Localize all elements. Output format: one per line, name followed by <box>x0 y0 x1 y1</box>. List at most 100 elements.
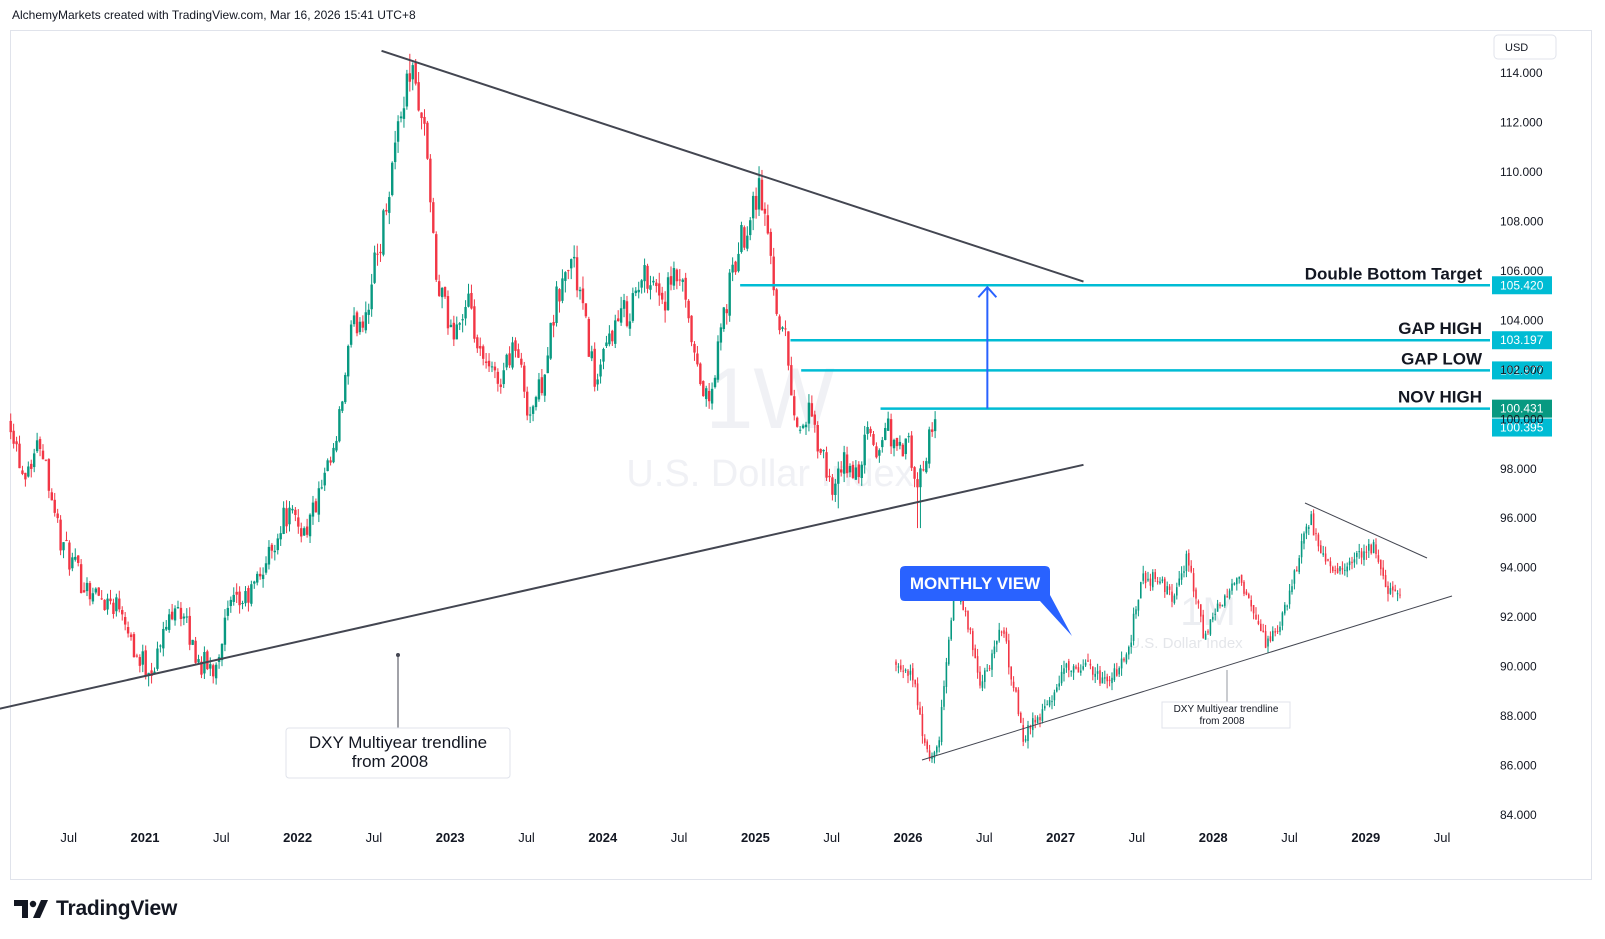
inset-candle-body <box>1190 565 1192 572</box>
candle-body <box>311 502 315 517</box>
double-bottom-target-price-tag <box>1492 276 1552 295</box>
candle-body <box>649 285 652 290</box>
candle-body <box>38 439 42 450</box>
candle-body <box>470 292 473 309</box>
candle-body <box>804 424 808 428</box>
inset-candle-body <box>1368 543 1370 551</box>
candle-body <box>423 116 426 124</box>
candle-body <box>660 292 664 300</box>
inset-candle-body <box>1240 574 1243 583</box>
inset-candle-body <box>1147 578 1149 581</box>
candle-body <box>570 259 573 269</box>
candle-body <box>82 590 86 593</box>
candle-body <box>616 318 620 322</box>
support-trendline <box>0 463 1084 710</box>
watermark-name: U.S. Dollar Index <box>626 453 913 495</box>
candle-body <box>305 526 309 535</box>
candles-layer <box>9 53 937 687</box>
candle-body <box>223 617 227 645</box>
trendline-annotation-line2: from 2008 <box>352 752 429 771</box>
inset-candle-body <box>912 668 914 681</box>
candle-body <box>631 293 635 321</box>
candle-body <box>622 300 626 309</box>
candle-body <box>235 591 238 595</box>
inset-candle-body <box>1041 709 1044 721</box>
inset-candle-body <box>1260 623 1262 632</box>
candle-body <box>308 514 312 537</box>
inset-candle-body <box>1269 636 1272 641</box>
inset-candle-body <box>1312 513 1315 536</box>
inset-candle-body <box>1046 704 1048 706</box>
candle-body <box>772 256 775 291</box>
inset-watermark-name: U.S. Dollar Index <box>1129 635 1243 652</box>
tradingview-logo[interactable]: TradingView <box>14 897 177 921</box>
time-tick-label: Jul <box>60 830 77 845</box>
inset-candle-body <box>1394 589 1396 592</box>
inset-candle-body <box>1024 739 1027 741</box>
candle-body <box>919 468 922 488</box>
candle-body <box>646 265 649 289</box>
candle-body <box>388 197 391 213</box>
candle-body <box>156 648 159 669</box>
inset-candle-body <box>940 707 943 742</box>
inset-candle-body <box>952 592 955 621</box>
candle-body <box>602 348 605 362</box>
inset-candle-body <box>1360 551 1363 558</box>
candle-body <box>320 487 323 489</box>
inset-candle-body <box>1327 559 1329 561</box>
candle-body <box>763 208 767 214</box>
candle-body <box>147 672 150 675</box>
inset-candle-body <box>1310 514 1312 525</box>
inset-candle-body <box>1092 666 1094 675</box>
price-tick-label: 98.000 <box>1500 462 1537 476</box>
candle-body <box>335 440 338 451</box>
inset-candle-body <box>1399 594 1401 596</box>
inset-candle-body <box>1015 687 1017 692</box>
candle-body <box>696 353 699 365</box>
candle-body <box>200 661 203 675</box>
inset-candle-body <box>1202 614 1204 638</box>
inset-candle-body <box>984 670 986 682</box>
gap-low-price-value: 101.977 <box>1500 363 1544 377</box>
inset-candle-body <box>1236 578 1238 585</box>
inset-candle-body <box>1365 551 1368 553</box>
candle-body <box>455 324 458 340</box>
currency-button[interactable]: USD <box>1493 34 1557 60</box>
candle-body <box>578 289 582 292</box>
nov-high-price-value: 100.431 <box>1500 402 1544 416</box>
candle-body <box>376 253 379 255</box>
gap-high-price-value: 103.197 <box>1500 333 1544 347</box>
candle-body <box>810 403 814 417</box>
candle-body <box>725 309 728 314</box>
inset-candle-body <box>1315 533 1317 535</box>
candle-body <box>159 645 162 647</box>
candle-body <box>370 284 373 310</box>
candle-body <box>572 256 576 259</box>
time-tick-label: Jul <box>823 830 840 845</box>
inset-candle-body <box>1353 559 1356 563</box>
inset-candle-body <box>1279 626 1281 632</box>
inset-candle-body <box>1341 568 1344 570</box>
candle-body <box>62 542 65 551</box>
candle-body <box>411 65 414 80</box>
inset-candle-body <box>1228 590 1231 598</box>
inset-candle-body <box>1185 553 1188 572</box>
candle-body <box>329 460 332 463</box>
candle-body <box>828 475 831 478</box>
inset-candle-body <box>1267 638 1269 647</box>
inset-resistance-trendline <box>1304 502 1428 559</box>
candle-body <box>866 427 869 434</box>
candle-body <box>895 437 899 447</box>
candle-body <box>716 341 720 380</box>
inset-candle-body <box>1396 593 1399 595</box>
inset-candle-body <box>1324 553 1327 562</box>
candle-body <box>807 402 811 424</box>
candle-body <box>276 538 279 551</box>
inset-candle-body <box>1204 633 1207 640</box>
time-tick-label: Jul <box>213 830 230 845</box>
time-tick-label: Jul <box>671 830 688 845</box>
inset-candle-body <box>1356 552 1358 558</box>
candle-body <box>605 342 608 347</box>
chart-frame[interactable] <box>10 30 1592 880</box>
